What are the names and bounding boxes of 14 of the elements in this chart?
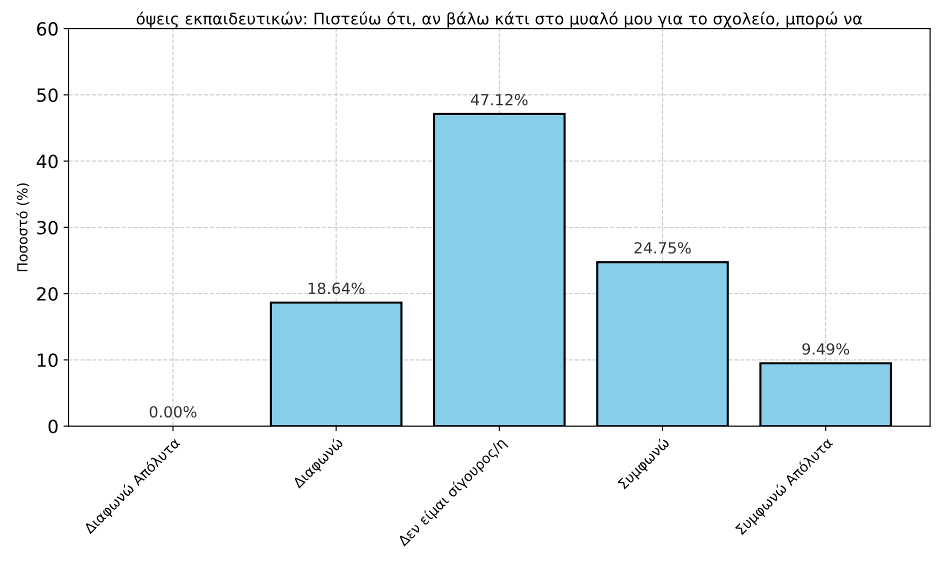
chart-title: όψεις εκπαιδευτικών: Πιστεύω ότι, αν βάλω κάτι στο μυαλό μου για το σχολείο, μπορώ να [136,12,862,28]
y-tick-label: 10 [38,353,58,367]
y-tick-label: 40 [36,154,58,168]
data-label: 0.00% [150,406,196,418]
y-tick-label: 0 [48,420,58,434]
y-tick-label: 60 [37,22,58,36]
y-tick-label: 50 [37,88,58,102]
data-label: 47.12% [470,94,528,106]
data-label: 18.64% [308,282,364,294]
y-axis-title: Ποσοστό (%) [16,183,30,272]
data-label: 9.49% [802,343,850,355]
y-tick-label: 30 [37,220,58,234]
y-tick-label: 20 [37,287,58,301]
data-label: 24.75% [634,242,691,254]
